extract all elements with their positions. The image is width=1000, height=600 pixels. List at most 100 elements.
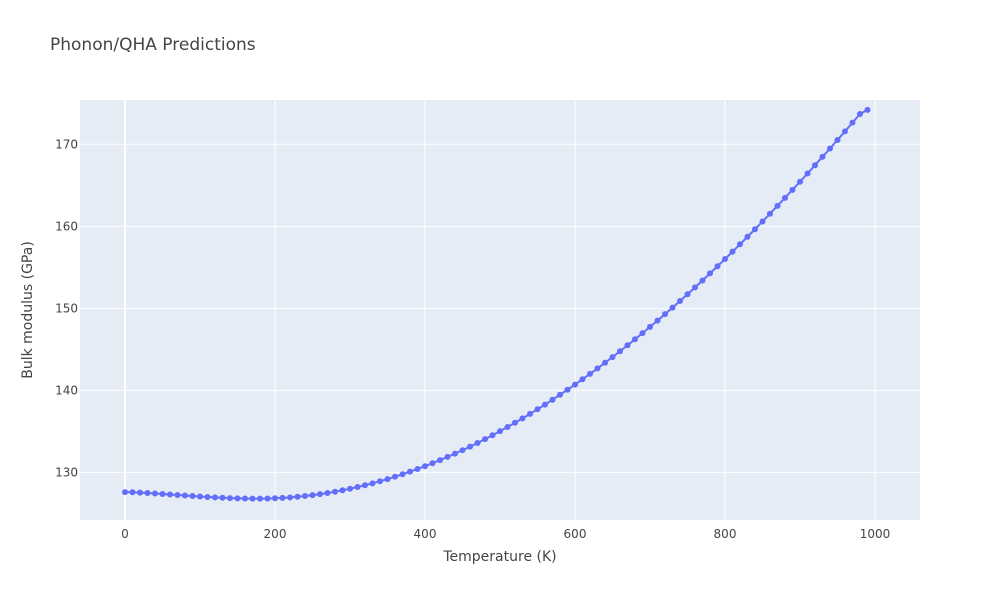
data-point[interactable] [834, 136, 841, 143]
data-point[interactable] [219, 494, 226, 501]
data-point[interactable] [654, 317, 661, 324]
data-point[interactable] [414, 465, 421, 472]
data-point[interactable] [804, 170, 811, 177]
data-point[interactable] [639, 330, 646, 337]
data-point[interactable] [347, 485, 353, 492]
data-point[interactable] [594, 365, 601, 372]
data-point[interactable] [437, 457, 443, 464]
data-point[interactable] [452, 450, 458, 457]
data-point[interactable] [624, 342, 631, 349]
data-point[interactable] [377, 478, 383, 485]
data-point[interactable] [737, 241, 743, 248]
data-point[interactable] [812, 162, 818, 169]
data-point[interactable] [714, 263, 721, 270]
data-point[interactable] [632, 336, 638, 343]
data-point[interactable] [467, 443, 473, 450]
data-point[interactable] [422, 463, 428, 470]
data-point[interactable] [249, 495, 256, 502]
data-point[interactable] [782, 194, 788, 201]
data-point[interactable] [144, 490, 151, 497]
data-point[interactable] [579, 376, 586, 383]
data-point[interactable] [324, 490, 331, 497]
data-point[interactable] [159, 491, 166, 497]
data-point[interactable] [699, 277, 706, 284]
data-point[interactable] [744, 233, 751, 240]
data-point[interactable] [309, 492, 316, 499]
data-point[interactable] [759, 218, 766, 225]
data-point[interactable] [849, 119, 856, 126]
data-point[interactable] [789, 186, 796, 193]
data-point[interactable] [797, 178, 803, 185]
data-point[interactable] [549, 396, 556, 403]
data-point[interactable] [264, 495, 271, 502]
data-point[interactable] [519, 415, 526, 422]
data-point[interactable] [497, 428, 503, 435]
data-point[interactable] [647, 323, 653, 330]
data-point[interactable] [362, 482, 368, 489]
data-point[interactable] [392, 473, 398, 480]
data-point[interactable] [617, 348, 623, 355]
data-point[interactable] [167, 491, 173, 498]
data-point[interactable] [774, 202, 781, 209]
data-point[interactable] [474, 439, 481, 446]
data-point[interactable] [767, 210, 773, 217]
data-point[interactable] [257, 495, 263, 502]
data-point[interactable] [294, 493, 301, 500]
data-point[interactable] [729, 248, 736, 255]
data-point[interactable] [527, 410, 533, 417]
data-point[interactable] [129, 489, 136, 496]
data-point[interactable] [227, 495, 233, 502]
data-point[interactable] [489, 432, 496, 439]
data-point[interactable] [557, 391, 563, 398]
data-point[interactable] [819, 153, 826, 160]
data-point[interactable] [234, 495, 241, 502]
data-point[interactable] [152, 490, 158, 497]
data-point[interactable] [482, 436, 488, 443]
data-point[interactable] [669, 304, 676, 311]
data-point[interactable] [504, 424, 511, 431]
data-point[interactable] [722, 256, 728, 263]
data-point[interactable] [864, 106, 871, 113]
data-point[interactable] [369, 480, 376, 487]
data-point[interactable] [354, 484, 361, 491]
data-point[interactable] [842, 128, 848, 135]
data-point[interactable] [197, 493, 203, 500]
data-point[interactable] [189, 493, 196, 500]
data-point[interactable] [339, 487, 346, 494]
data-point[interactable] [707, 270, 713, 277]
data-point[interactable] [272, 495, 278, 502]
data-point[interactable] [572, 381, 578, 388]
data-point[interactable] [444, 453, 451, 460]
data-point[interactable] [332, 488, 338, 495]
data-point[interactable] [684, 291, 691, 298]
data-point[interactable] [429, 460, 436, 467]
data-point[interactable] [287, 494, 293, 501]
data-point[interactable] [204, 493, 211, 500]
data-point[interactable] [302, 493, 308, 500]
data-point[interactable] [692, 284, 698, 291]
data-point[interactable] [609, 354, 616, 361]
data-point[interactable] [242, 495, 248, 502]
data-point[interactable] [827, 145, 833, 152]
data-point[interactable] [279, 494, 286, 501]
data-point[interactable] [122, 489, 128, 496]
data-point[interactable] [137, 489, 143, 496]
data-point[interactable] [587, 370, 593, 377]
data-point[interactable] [534, 406, 541, 413]
data-point[interactable] [662, 311, 668, 318]
data-point[interactable] [399, 471, 406, 478]
data-point[interactable] [752, 226, 758, 233]
data-point[interactable] [512, 419, 518, 426]
data-point[interactable] [182, 492, 188, 499]
data-point[interactable] [384, 476, 391, 483]
data-point[interactable] [212, 494, 218, 501]
data-point[interactable] [542, 401, 548, 408]
data-point[interactable] [857, 110, 863, 117]
data-point[interactable] [317, 491, 323, 498]
data-point[interactable] [407, 468, 413, 475]
data-point[interactable] [174, 491, 181, 498]
data-point[interactable] [602, 359, 608, 366]
data-point[interactable] [459, 447, 466, 454]
data-point[interactable] [564, 386, 571, 393]
data-point[interactable] [677, 297, 683, 304]
